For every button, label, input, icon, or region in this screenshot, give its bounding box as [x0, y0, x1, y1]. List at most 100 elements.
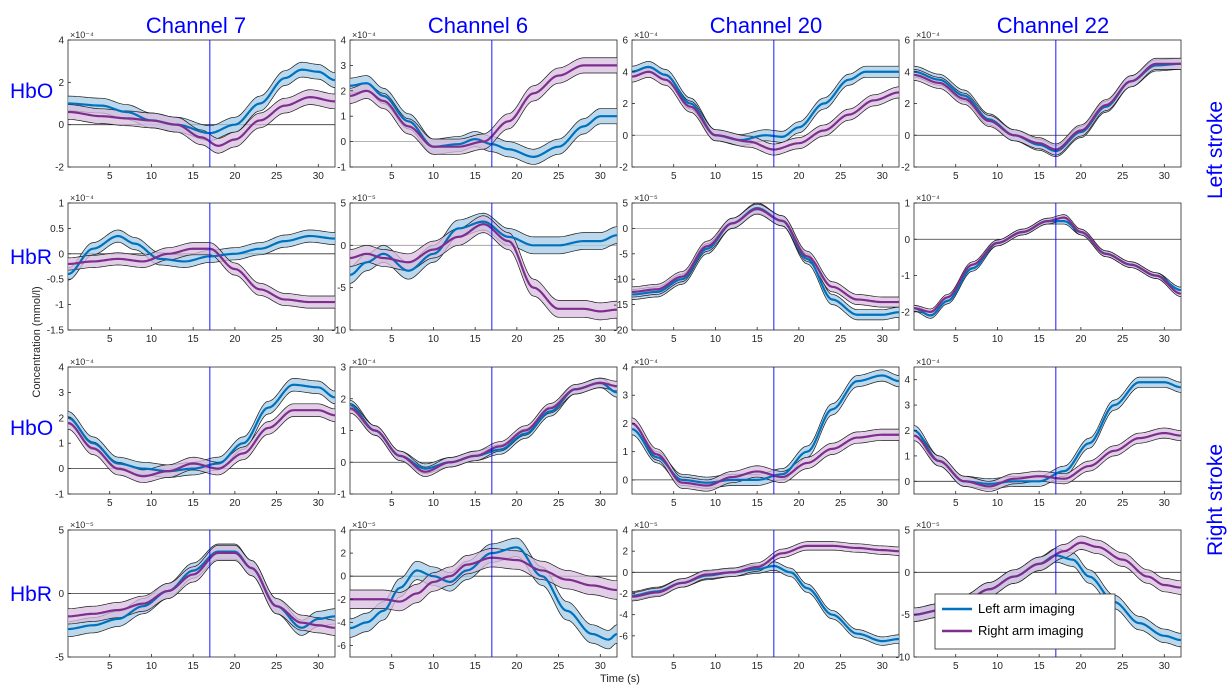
y-tick-label: 0 [58, 464, 64, 475]
y-tick-label: 2 [904, 99, 910, 110]
y-tick-label: -1 [337, 163, 346, 174]
y-tick-label: 2 [58, 413, 64, 424]
right-arm-mean-line [631, 544, 900, 598]
y-exponent-label: ×10⁻⁵ [352, 193, 376, 203]
y-tick-label: -2 [901, 163, 910, 174]
y-tick-label: 0.5 [50, 224, 64, 235]
x-tick-label: 10 [428, 498, 440, 509]
x-tick-label: 10 [428, 661, 440, 672]
y-tick-label: 0 [904, 477, 910, 488]
y-tick-label: -0.5 [47, 275, 65, 286]
x-tick-label: 5 [953, 171, 959, 182]
x-tick-label: 15 [470, 661, 482, 672]
channel-title-2: Channel 6 [428, 13, 528, 38]
y-exponent-label: ×10⁻⁴ [634, 357, 658, 367]
y-tick-label: 0 [340, 458, 346, 469]
right-ci-lower [349, 72, 617, 155]
x-tick-label: 15 [1034, 498, 1046, 509]
right-ci-upper [67, 242, 335, 297]
panel-r2-c4: 5 10 15 20 25 30 -2 -1 0 1 ×10⁻⁴ [901, 193, 1182, 345]
x-axis-label: Time (s) [600, 673, 640, 685]
y-tick-label: 4 [340, 36, 346, 47]
right-arm-mean-line [67, 551, 336, 629]
panel-r2-c1: 5 10 15 20 25 30 -1.5 -1 -0.5 0 0.5 1 ×10⁻⁴ [47, 193, 336, 345]
x-tick-label: 20 [511, 171, 523, 182]
row-label-hbo-right: HbO [10, 417, 53, 440]
y-tick-label: -20 [614, 326, 629, 337]
y-tick-label: -2 [619, 163, 628, 174]
x-tick-label: 15 [188, 334, 200, 345]
y-tick-label: 2 [622, 547, 628, 558]
right-arm-mean-line [349, 223, 618, 313]
group-label-left-stroke: Left stroke [1204, 101, 1227, 199]
right-ci-upper [913, 427, 1182, 482]
right-arm-mean-line [913, 216, 1182, 313]
left-arm-mean-line [631, 65, 899, 142]
y-tick-label: 6 [622, 36, 628, 47]
y-tick-label: -2 [55, 163, 64, 174]
right-arm-mean-line [631, 70, 900, 151]
y-exponent-label: ×10⁻⁴ [70, 30, 94, 40]
right-arm-mean-line [631, 207, 899, 304]
x-tick-label: 30 [595, 171, 607, 182]
y-tick-label: 0 [340, 241, 346, 252]
y-tick-label: 0 [58, 249, 64, 260]
right-ci-lower [913, 69, 1181, 156]
y-tick-label: -2 [901, 307, 910, 318]
right-ci-lower [67, 254, 335, 309]
y-tick-label: 3 [58, 388, 64, 399]
right-ci-upper [913, 214, 1182, 310]
right-arm-mean-line [350, 556, 618, 603]
panel-r3-c2: 5 10 15 20 25 30 -1 0 1 2 3 ×10⁻⁴ [337, 357, 618, 509]
y-exponent-label: ×10⁻⁵ [634, 520, 658, 530]
y-tick-label: 0 [58, 589, 64, 600]
left-arm-mean-line [67, 68, 336, 135]
y-tick-label: 2 [58, 78, 64, 89]
channel-title-3: Channel 20 [710, 13, 823, 38]
y-tick-label: -4 [619, 610, 628, 621]
y-tick-label: 0 [622, 475, 628, 486]
y-tick-label: 5 [340, 199, 346, 210]
y-tick-label: -1.5 [47, 326, 65, 337]
y-tick-label: 4 [622, 363, 628, 374]
x-tick-label: 30 [877, 334, 889, 345]
y-tick-label: -10 [614, 275, 629, 286]
x-tick-label: 5 [389, 661, 395, 672]
y-exponent-label: ×10⁻⁵ [916, 520, 940, 530]
x-tick-label: 25 [835, 498, 847, 509]
x-tick-label: 15 [188, 498, 200, 509]
right-arm-mean-line [67, 409, 336, 478]
y-tick-label: -6 [619, 631, 628, 642]
right-ci-band [632, 66, 899, 156]
x-tick-label: 30 [595, 661, 607, 672]
y-tick-label: 1 [58, 439, 64, 450]
x-tick-label: 5 [107, 498, 113, 509]
x-tick-label: 10 [428, 171, 440, 182]
y-tick-label: -6 [337, 641, 346, 652]
left-arm-mean-line [67, 383, 336, 473]
right-ci-lower [67, 560, 336, 636]
right-ci-lower [913, 437, 1182, 492]
row-label-hbr-left: HbR [10, 246, 52, 269]
x-tick-label: 5 [671, 334, 677, 345]
right-ci-upper [631, 203, 899, 298]
right-arm-mean-line [913, 62, 1181, 151]
x-tick-label: 10 [710, 334, 722, 345]
x-tick-label: 15 [470, 171, 482, 182]
x-tick-label: 5 [107, 661, 113, 672]
panel-r1-c3: 5 10 15 20 25 30 -2 0 2 4 6 ×10⁻⁴ [619, 30, 900, 182]
left-ci-band [68, 378, 335, 478]
x-tick-label: 20 [1075, 498, 1087, 509]
y-tick-label: -15 [614, 300, 629, 311]
x-tick-label: 5 [953, 334, 959, 345]
left-ci-lower [67, 241, 336, 281]
right-arm-mean-line [67, 96, 336, 147]
x-tick-label: 30 [313, 661, 325, 672]
y-tick-label: 0 [58, 120, 64, 131]
y-tick-label: 0 [904, 235, 910, 246]
y-tick-label: 1 [58, 199, 64, 210]
right-ci-upper [349, 57, 617, 140]
x-tick-label: 25 [271, 661, 283, 672]
channel-title-4: Channel 22 [997, 13, 1110, 38]
